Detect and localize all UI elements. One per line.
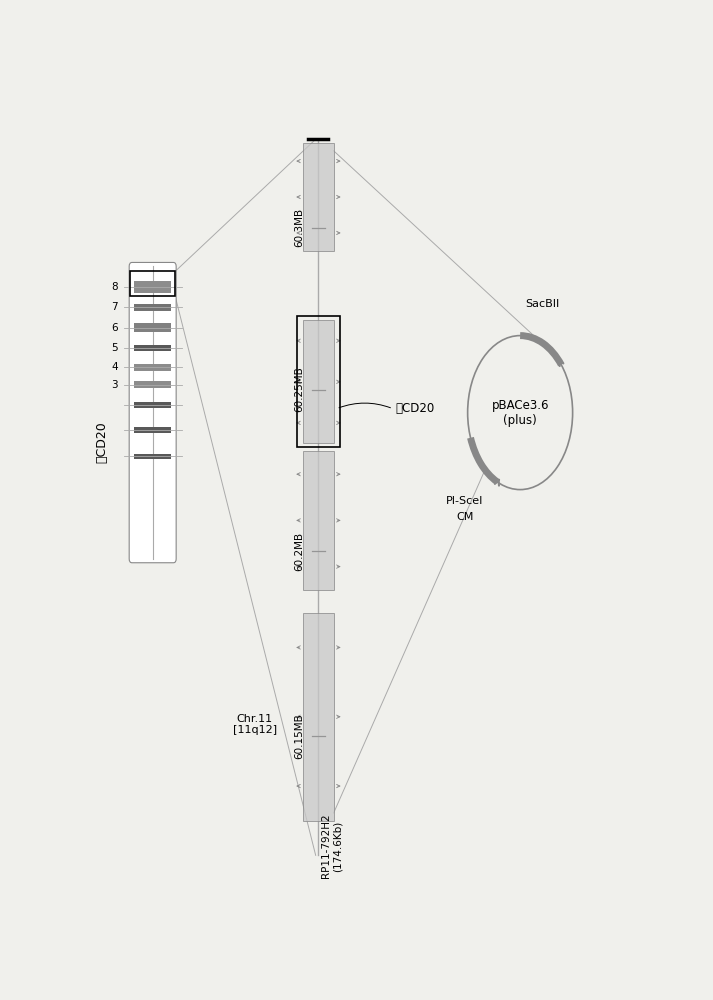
Bar xyxy=(134,402,171,408)
Text: 3: 3 xyxy=(111,380,118,390)
Bar xyxy=(303,451,334,590)
Text: PI-SceI: PI-SceI xyxy=(446,496,483,506)
Bar xyxy=(134,323,171,332)
Bar xyxy=(303,143,334,251)
Bar xyxy=(134,454,171,459)
Text: 60.2MB: 60.2MB xyxy=(294,532,304,571)
Text: 60.25MB: 60.25MB xyxy=(294,367,304,412)
Bar xyxy=(303,613,334,821)
Text: 4: 4 xyxy=(111,362,118,372)
Text: 8: 8 xyxy=(111,282,118,292)
Text: 人CD20: 人CD20 xyxy=(396,402,435,415)
Text: 5: 5 xyxy=(111,343,118,353)
Text: 7: 7 xyxy=(111,302,118,312)
Bar xyxy=(134,345,171,351)
Bar xyxy=(134,304,171,311)
Bar xyxy=(134,281,171,293)
Text: CM: CM xyxy=(456,512,474,522)
Text: 6: 6 xyxy=(111,323,118,333)
Text: pBACe3.6
(plus): pBACe3.6 (plus) xyxy=(491,399,549,427)
Text: 60.3MB: 60.3MB xyxy=(294,208,304,247)
Bar xyxy=(303,320,334,443)
Text: Chr.11
[11q12]: Chr.11 [11q12] xyxy=(233,714,277,735)
Text: 人CD20: 人CD20 xyxy=(95,421,108,463)
Bar xyxy=(134,381,171,388)
Bar xyxy=(134,364,171,371)
Bar xyxy=(134,427,171,433)
Text: SacBII: SacBII xyxy=(525,299,560,309)
Text: RP11-792H2
(174.6Kb): RP11-792H2 (174.6Kb) xyxy=(322,814,343,878)
Bar xyxy=(130,271,175,296)
FancyBboxPatch shape xyxy=(129,262,176,563)
Text: 60.15MB: 60.15MB xyxy=(294,713,304,759)
Bar xyxy=(297,316,340,447)
